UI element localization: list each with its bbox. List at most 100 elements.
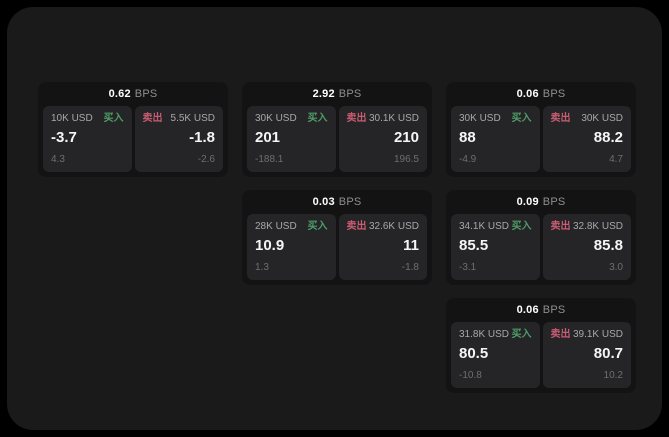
- sell-sub-value: -1.8: [401, 262, 419, 273]
- sell-panel-top: 卖出 5.5K USD: [143, 113, 216, 125]
- buy-sub-value: 1.3: [255, 262, 269, 273]
- buy-panel-top: 30K USD 买入: [255, 113, 328, 125]
- sell-panel[interactable]: 卖出 32.6K USD 11 -1.8: [338, 214, 427, 280]
- sell-panel[interactable]: 卖出 32.8K USD 85.8 3.0: [542, 214, 631, 280]
- buy-panel[interactable]: 31.8K USD 买入 80.5 -10.8: [451, 322, 540, 388]
- card-header: 0.62 BPS: [38, 82, 228, 106]
- buy-sub-value: -4.9: [459, 154, 477, 165]
- sell-panel[interactable]: 卖出 39.1K USD 80.7 10.2: [542, 322, 631, 388]
- card-header: 0.06 BPS: [446, 82, 636, 106]
- quote-card: 0.62 BPS 10K USD 买入 -3.7 4.3 卖出 5.5K USD …: [38, 82, 228, 177]
- buy-panel-top: 10K USD 买入: [51, 113, 124, 125]
- sell-side-label: 卖出: [346, 113, 367, 124]
- sell-size: 5.5K USD: [170, 113, 215, 124]
- sell-price: -1.8: [189, 129, 215, 146]
- buy-panel-top: 28K USD 买入: [255, 221, 328, 233]
- sell-size: 39.1K USD: [572, 329, 623, 340]
- sell-sub-value: 3.0: [609, 262, 623, 273]
- buy-sub-value: -3.1: [459, 262, 477, 273]
- buy-side-label: 买入: [307, 113, 328, 124]
- card-header: 0.03 BPS: [242, 190, 432, 214]
- sell-price: 85.8: [593, 237, 623, 254]
- sell-panel-top: 卖出 30K USD: [551, 113, 624, 125]
- sell-sub-value: 196.5: [393, 154, 419, 165]
- buy-size: 10K USD: [51, 113, 93, 124]
- sell-side-label: 卖出: [550, 221, 571, 232]
- buy-price: 85.5: [459, 237, 489, 254]
- buy-price: -3.7: [51, 129, 77, 146]
- sell-price: 88.2: [593, 129, 623, 146]
- quote-card: 0.06 BPS 30K USD 买入 88 -4.9 卖出 30K USD 88…: [446, 82, 636, 177]
- bps-value: 0.06: [516, 88, 539, 100]
- buy-panel-top: 30K USD 买入: [459, 113, 532, 125]
- bps-unit-label: BPS: [338, 88, 362, 100]
- quote-panels: 28K USD 买入 10.9 1.3 卖出 32.6K USD 11 -1.8: [242, 214, 432, 285]
- sell-side-label: 卖出: [550, 329, 571, 340]
- buy-panel[interactable]: 30K USD 买入 88 -4.9: [451, 106, 540, 172]
- sell-side-label: 卖出: [550, 113, 571, 124]
- buy-panel[interactable]: 10K USD 买入 -3.7 4.3: [43, 106, 132, 172]
- quote-panels: 10K USD 买入 -3.7 4.3 卖出 5.5K USD -1.8 -2.…: [38, 106, 228, 177]
- card-header: 0.09 BPS: [446, 190, 636, 214]
- sell-size: 32.6K USD: [368, 221, 419, 232]
- sell-panel-top: 卖出 32.6K USD: [347, 221, 420, 233]
- sell-size: 30K USD: [581, 113, 623, 124]
- buy-price: 88: [459, 129, 476, 146]
- buy-sub-value: -10.8: [459, 370, 482, 381]
- quote-cards-grid: 0.62 BPS 10K USD 买入 -3.7 4.3 卖出 5.5K USD …: [38, 82, 636, 393]
- buy-side-label: 买入: [103, 113, 124, 124]
- quote-card: 0.09 BPS 34.1K USD 买入 85.5 -3.1 卖出 32.8K …: [446, 190, 636, 285]
- sell-size: 30.1K USD: [368, 113, 419, 124]
- sell-price: 210: [393, 129, 419, 146]
- quote-card: 2.92 BPS 30K USD 买入 201 -188.1 卖出 30.1K U…: [242, 82, 432, 177]
- card-header: 0.06 BPS: [446, 298, 636, 322]
- bps-value: 0.06: [516, 304, 539, 316]
- sell-price: 80.7: [593, 345, 623, 362]
- quote-panels: 34.1K USD 买入 85.5 -3.1 卖出 32.8K USD 85.8…: [446, 214, 636, 285]
- sell-sub-value: -2.6: [197, 154, 215, 165]
- sell-size: 32.8K USD: [572, 221, 623, 232]
- buy-price: 10.9: [255, 237, 285, 254]
- app-window: 0.62 BPS 10K USD 买入 -3.7 4.3 卖出 5.5K USD …: [7, 7, 662, 430]
- bps-unit-label: BPS: [542, 88, 566, 100]
- bps-unit-label: BPS: [134, 88, 158, 100]
- buy-side-label: 买入: [511, 221, 532, 232]
- sell-panel[interactable]: 卖出 5.5K USD -1.8 -2.6: [134, 106, 223, 172]
- buy-price: 80.5: [459, 345, 489, 362]
- buy-size: 30K USD: [459, 113, 501, 124]
- buy-panel[interactable]: 34.1K USD 买入 85.5 -3.1: [451, 214, 540, 280]
- bps-value: 0.03: [312, 196, 335, 208]
- buy-side-label: 买入: [511, 329, 532, 340]
- buy-size: 30K USD: [255, 113, 297, 124]
- buy-sub-value: 4.3: [51, 154, 65, 165]
- quote-card: 0.06 BPS 31.8K USD 买入 80.5 -10.8 卖出 39.1K…: [446, 298, 636, 393]
- buy-panel-top: 31.8K USD 买入: [459, 329, 532, 341]
- bps-value: 2.92: [312, 88, 335, 100]
- sell-panel[interactable]: 卖出 30K USD 88.2 4.7: [542, 106, 631, 172]
- buy-price: 201: [255, 129, 281, 146]
- card-header: 2.92 BPS: [242, 82, 432, 106]
- buy-panel[interactable]: 30K USD 买入 201 -188.1: [247, 106, 336, 172]
- quote-panels: 30K USD 买入 201 -188.1 卖出 30.1K USD 210 1…: [242, 106, 432, 177]
- buy-side-label: 买入: [307, 221, 328, 232]
- sell-panel-top: 卖出 39.1K USD: [551, 329, 624, 341]
- sell-panel-top: 卖出 30.1K USD: [347, 113, 420, 125]
- sell-price: 11: [403, 237, 419, 254]
- buy-panel-top: 34.1K USD 买入: [459, 221, 532, 233]
- buy-size: 34.1K USD: [459, 221, 510, 232]
- sell-panel[interactable]: 卖出 30.1K USD 210 196.5: [338, 106, 427, 172]
- bps-value: 0.09: [516, 196, 539, 208]
- buy-panel[interactable]: 28K USD 买入 10.9 1.3: [247, 214, 336, 280]
- sell-side-label: 卖出: [346, 221, 367, 232]
- sell-sub-value: 4.7: [609, 154, 623, 165]
- quote-panels: 31.8K USD 买入 80.5 -10.8 卖出 39.1K USD 80.…: [446, 322, 636, 393]
- sell-sub-value: 10.2: [603, 370, 623, 381]
- buy-size: 31.8K USD: [459, 329, 510, 340]
- sell-panel-top: 卖出 32.8K USD: [551, 221, 624, 233]
- buy-sub-value: -188.1: [255, 154, 284, 165]
- quote-card: 0.03 BPS 28K USD 买入 10.9 1.3 卖出 32.6K USD…: [242, 190, 432, 285]
- bps-unit-label: BPS: [542, 304, 566, 316]
- bps-unit-label: BPS: [338, 196, 362, 208]
- buy-side-label: 买入: [511, 113, 532, 124]
